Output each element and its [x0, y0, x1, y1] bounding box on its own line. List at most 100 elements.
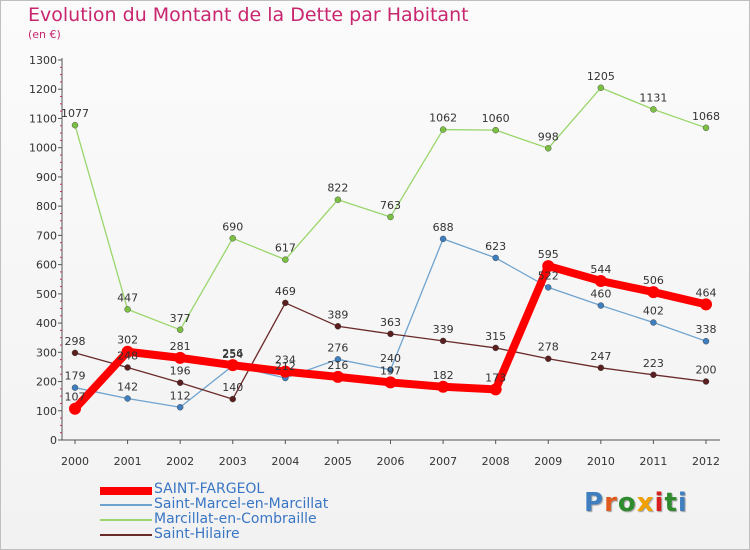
y-tick-label: 200 — [36, 376, 57, 389]
data-point-saint-hilaire — [387, 330, 394, 338]
data-point-marcillat-en-combraille — [545, 145, 552, 152]
data-point-saint-marcel-en-marcillat — [334, 356, 342, 363]
data-point-saint-fargeol — [542, 260, 555, 273]
data-label-saint-fargeol: 302 — [117, 334, 138, 347]
y-tick-label: 100 — [36, 405, 57, 418]
data-label-saint-marcel-en-marcillat: 522 — [538, 269, 559, 282]
data-label-saint-fargeol: 281 — [170, 340, 191, 353]
data-label-saint-fargeol: 107 — [65, 391, 86, 404]
data-label-saint-fargeol: 182 — [433, 369, 454, 382]
data-point-marcillat-en-combraille — [282, 256, 289, 263]
data-point-saint-marcel-en-marcillat — [387, 366, 394, 374]
data-point-saint-hilaire — [229, 395, 236, 403]
data-label-marcillat-en-combraille: 763 — [380, 199, 401, 212]
data-point-saint-fargeol — [647, 286, 660, 299]
data-label-saint-fargeol: 464 — [696, 286, 717, 299]
logo-letter: o — [617, 488, 637, 518]
data-label-saint-fargeol: 256 — [222, 347, 243, 360]
x-tick-label: 2006 — [377, 455, 405, 468]
data-label-saint-marcel-en-marcillat: 276 — [327, 341, 348, 354]
data-point-marcillat-en-combraille — [597, 84, 605, 91]
data-point-saint-marcel-en-marcillat — [702, 338, 710, 345]
data-point-saint-fargeol — [174, 351, 187, 364]
data-point-saint-hilaire — [334, 323, 342, 330]
data-label-saint-hilaire: 247 — [590, 350, 611, 363]
data-label-saint-fargeol: 544 — [590, 263, 611, 276]
data-label-marcillat-en-combraille: 1062 — [429, 112, 457, 125]
chart-subtitle: (en €) — [28, 28, 61, 41]
data-point-saint-hilaire — [439, 337, 447, 345]
proxiti-logo: Proxiti — [584, 488, 688, 518]
data-label-saint-hilaire: 140 — [222, 381, 243, 394]
data-point-saint-hilaire — [597, 364, 605, 371]
data-point-saint-marcel-en-marcillat — [124, 395, 131, 402]
data-point-saint-hilaire — [702, 378, 710, 385]
legend-swatch-saint-fargeol — [100, 487, 152, 495]
y-tick-label: 1200 — [29, 83, 57, 96]
x-tick-label: 2004 — [271, 455, 299, 468]
data-label-saint-hilaire: 298 — [65, 335, 86, 348]
data-point-saint-marcel-en-marcillat — [71, 384, 79, 391]
data-label-saint-marcel-en-marcillat: 338 — [696, 323, 717, 336]
data-point-saint-marcel-en-marcillat — [176, 404, 184, 411]
y-tick-label: 1300 — [29, 54, 57, 67]
data-point-saint-fargeol — [384, 376, 397, 389]
y-tick-label: 300 — [36, 346, 57, 359]
chart-title: Evolution du Montant de la Dette par Hab… — [28, 4, 469, 26]
legend-label-saint-fargeol: SAINT-FARGEOL — [154, 481, 265, 497]
y-tick-label: 1000 — [29, 142, 57, 155]
data-point-saint-marcel-en-marcillat — [545, 284, 552, 291]
data-label-saint-marcel-en-marcillat: 212 — [275, 360, 296, 373]
data-point-marcillat-en-combraille — [334, 196, 342, 203]
data-label-saint-hilaire: 278 — [538, 341, 559, 354]
legend-swatch-saint-marcel — [100, 504, 152, 506]
x-tick-label: 2003 — [219, 455, 247, 468]
y-tick-label: 1100 — [29, 112, 57, 125]
data-label-marcillat-en-combraille: 1060 — [482, 112, 510, 125]
x-tick-label: 2007 — [429, 455, 457, 468]
data-label-saint-hilaire: 315 — [485, 330, 506, 343]
logo-letter: t — [664, 488, 678, 518]
data-point-saint-hilaire — [545, 355, 552, 362]
data-label-saint-marcel-en-marcillat: 402 — [643, 304, 664, 317]
data-label-saint-fargeol: 595 — [538, 248, 559, 261]
data-point-saint-hilaire — [124, 364, 131, 371]
y-tick-label: 500 — [36, 288, 57, 301]
data-point-marcillat-en-combraille — [650, 106, 657, 113]
x-tick-label: 2011 — [639, 455, 667, 468]
data-label-marcillat-en-combraille: 822 — [327, 182, 348, 195]
data-point-saint-fargeol — [437, 380, 450, 393]
legend-label-saint-marcel: Saint-Marcel-en-Marcillat — [154, 496, 329, 512]
legend: SAINT-FARGEOL Saint-Marcel-en-Marcillat … — [100, 481, 430, 543]
data-point-marcillat-en-combraille — [71, 121, 79, 129]
data-label-marcillat-en-combraille: 1077 — [61, 107, 89, 120]
logo-letter: i — [654, 488, 665, 518]
data-label-marcillat-en-combraille: 447 — [117, 291, 138, 304]
data-point-saint-hilaire — [492, 344, 499, 352]
data-point-saint-marcel-en-marcillat — [597, 302, 605, 309]
data-point-saint-fargeol — [700, 298, 712, 311]
data-point-saint-fargeol — [226, 359, 239, 372]
data-label-saint-hilaire: 248 — [117, 350, 138, 363]
data-label-saint-marcel-en-marcillat: 240 — [380, 352, 401, 365]
data-label-saint-hilaire: 389 — [327, 308, 348, 321]
x-tick-label: 2001 — [114, 455, 142, 468]
data-point-marcillat-en-combraille — [176, 326, 184, 333]
data-label-saint-hilaire: 196 — [170, 365, 191, 378]
x-tick-label: 2000 — [61, 455, 89, 468]
x-tick-label: 2002 — [166, 455, 194, 468]
data-label-marcillat-en-combraille: 998 — [538, 130, 559, 143]
data-label-saint-fargeol: 216 — [327, 359, 348, 372]
y-tick-label: 600 — [36, 259, 57, 272]
data-point-saint-hilaire — [282, 299, 289, 307]
data-label-marcillat-en-combraille: 1131 — [639, 91, 667, 104]
y-tick-label: 700 — [36, 229, 57, 242]
data-label-saint-marcel-en-marcillat: 142 — [117, 380, 138, 393]
x-tick-label: 2009 — [534, 455, 562, 468]
data-label-saint-hilaire: 200 — [696, 364, 717, 377]
data-label-marcillat-en-combraille: 690 — [222, 220, 243, 233]
data-label-saint-marcel-en-marcillat: 179 — [65, 370, 86, 383]
x-tick-label: 2012 — [692, 455, 720, 468]
